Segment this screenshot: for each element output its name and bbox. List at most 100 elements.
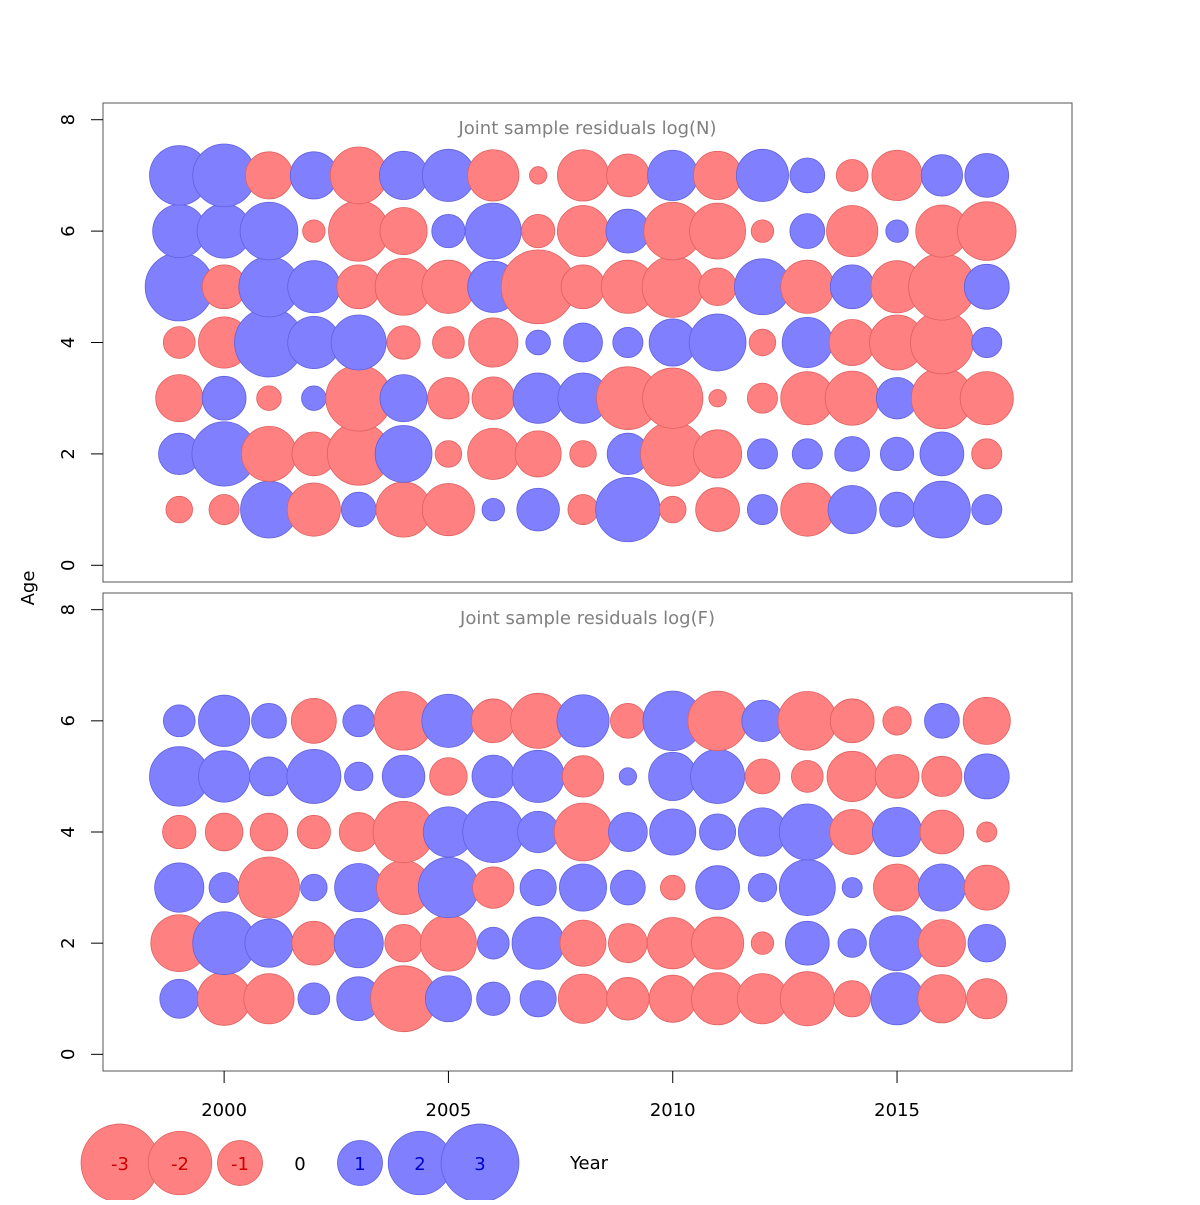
residual-bubble (971, 494, 1003, 526)
residual-bubble (517, 810, 560, 854)
residual-bubble (962, 696, 1011, 745)
residual-bubble (519, 869, 557, 907)
residual-bubble (608, 812, 648, 852)
residual-bubble (642, 367, 704, 429)
residual-bubble (919, 809, 965, 855)
residual-bubble (386, 325, 421, 360)
residual-bubble (421, 483, 475, 537)
residual-bubble (693, 150, 743, 200)
residual-bubble (511, 916, 565, 970)
y-axis: 0 2 4 6 8 (58, 114, 103, 571)
residual-bubble (256, 385, 282, 411)
residual-bubble (963, 753, 1010, 800)
residual-bubble (340, 491, 377, 528)
x-axis-label: Year (569, 1153, 609, 1174)
residual-bubble (966, 978, 1008, 1020)
residual-bubble (777, 691, 838, 751)
residual-bubble (606, 977, 650, 1021)
residual-bubble (567, 494, 599, 526)
residual-bubble (162, 814, 197, 850)
residual-bubble (921, 755, 963, 797)
residual-bubble (472, 866, 515, 909)
residual-bubble (198, 694, 251, 747)
residual-bubble (957, 201, 1017, 261)
residual-bubble (885, 219, 909, 243)
legend-label: 1 (354, 1154, 365, 1175)
residual-bubble (198, 750, 251, 803)
residual-bubble (829, 264, 875, 310)
residual-bubble (201, 375, 247, 421)
residual-bubble (747, 872, 778, 903)
residual-bubble (693, 429, 743, 479)
residual-bubble (826, 750, 878, 802)
residual-bubble (344, 761, 374, 792)
residual-bubble (785, 920, 830, 966)
residual-bubble (748, 328, 777, 357)
residual-bubble (917, 863, 966, 912)
residual-bubble (834, 436, 870, 472)
residual-bubble (330, 314, 387, 371)
residual-bubble (155, 374, 204, 423)
residual-bubble (519, 980, 557, 1018)
residual-bubble (154, 862, 205, 913)
residual-bubble (691, 916, 745, 970)
residual-bubble (688, 313, 747, 372)
residual-bubble (239, 201, 299, 261)
residual-bubble (779, 971, 835, 1027)
residual-bubble (828, 319, 876, 366)
legend-label: 3 (474, 1154, 485, 1175)
residual-bubble (917, 974, 967, 1024)
residual-bubble (249, 812, 289, 852)
residual-bubble (421, 259, 476, 314)
residual-bubble (660, 874, 686, 901)
residual-bubble (750, 219, 775, 243)
residual-bubble (559, 919, 607, 967)
residual-bubble (610, 869, 646, 906)
residual-bubble (648, 751, 698, 801)
residual-bubble (464, 202, 522, 260)
residual-bubble (243, 973, 295, 1025)
residual-bubble (919, 431, 965, 477)
residual-bubble (750, 931, 775, 955)
residual-bubble (511, 749, 565, 803)
residual-bubble (835, 159, 869, 192)
residual-bubble (708, 389, 727, 408)
residual-bubble (778, 803, 836, 861)
residual-bubble (476, 981, 511, 1016)
residual-bubble (429, 757, 468, 796)
residual-bubble (381, 754, 426, 799)
y-tick-label: 4 (58, 826, 79, 837)
residual-bubble (477, 926, 510, 960)
y-tick-label: 0 (58, 560, 79, 571)
residual-bubble (595, 477, 661, 543)
residual-bubble (971, 438, 1003, 470)
panel-title: Joint sample residuals log(F) (459, 608, 715, 629)
residual-bubble (208, 494, 240, 526)
residual-bubble (871, 149, 923, 201)
residual-bubble (197, 971, 252, 1026)
residual-bubble (297, 982, 331, 1016)
residual-bubble (687, 690, 748, 751)
residual-bubble (462, 801, 525, 863)
residual-bubble (913, 480, 971, 539)
residual-bubble (204, 812, 244, 852)
residual-bubble (746, 494, 778, 526)
residual-bubble (920, 154, 964, 197)
residual-bubble (561, 755, 605, 798)
residual-bubble (649, 808, 697, 856)
residual-bubble (827, 485, 877, 535)
residual-bubble (789, 213, 826, 249)
residual-bubble (159, 978, 200, 1019)
residual-bubble (556, 149, 610, 202)
residual-bubble (869, 915, 925, 972)
residual-bubble (963, 864, 1010, 911)
bubble-size-legend: -3 -2 -1 0 1 2 3 (80, 1123, 520, 1203)
chart-panels: Joint sample residuals log(N)02468Joint … (58, 102, 1073, 1121)
residual-bubble (691, 972, 745, 1026)
residual-bubble (781, 316, 833, 369)
residual-bubble (290, 697, 337, 744)
residual-bubble (872, 806, 923, 858)
residual-bubble (468, 317, 519, 368)
residual-bubble (791, 438, 823, 470)
